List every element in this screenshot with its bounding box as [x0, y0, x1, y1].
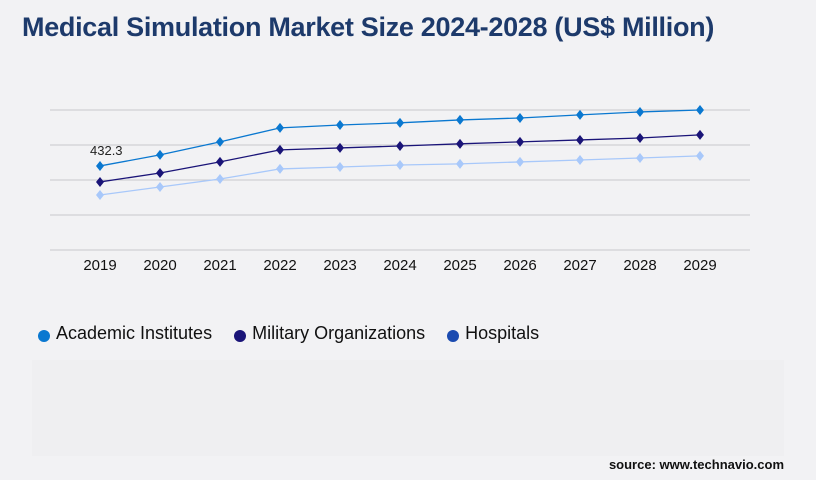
data-point — [456, 114, 464, 125]
data-point — [516, 156, 524, 167]
source-note: source: www.technavio.com — [608, 457, 784, 472]
data-point — [336, 119, 344, 130]
legend-marker-icon — [234, 329, 247, 342]
legend-item: Military Organizations — [234, 323, 425, 344]
data-point — [576, 109, 584, 120]
legend-label: Military Organizations — [252, 323, 426, 343]
data-point — [636, 153, 644, 164]
x-tick-label: 2029 — [683, 257, 716, 274]
data-point — [336, 142, 344, 153]
x-tick-label: 2027 — [563, 257, 596, 274]
data-point — [576, 134, 584, 145]
data-point — [636, 106, 644, 117]
data-point — [276, 144, 284, 155]
legend: Academic Institutes Military Organization… — [38, 323, 539, 344]
chart-title: Medical Simulation Market Size 2024-2028… — [22, 12, 715, 42]
data-point — [156, 168, 164, 178]
x-tick-label: 2026 — [503, 257, 536, 274]
data-point — [696, 129, 704, 140]
data-point — [516, 112, 524, 123]
data-point — [216, 136, 224, 147]
x-tick-label: 2028 — [623, 257, 656, 274]
background-panel — [32, 360, 784, 456]
data-point — [96, 189, 104, 200]
line-chart: 2019 2020 2021 2022 2023 2024 2025 2026 2027 2028… — [50, 105, 750, 274]
data-point — [636, 133, 644, 143]
data-point — [696, 105, 704, 115]
data-point — [96, 176, 104, 187]
legend-label: Academic Institutes — [56, 323, 213, 343]
x-tick-label: 2019 — [83, 257, 116, 274]
legend-item: Hospitals — [447, 323, 539, 344]
data-label: 432.3 — [90, 143, 123, 158]
data-point — [696, 150, 704, 161]
data-point — [456, 138, 464, 149]
data-point — [156, 149, 164, 160]
x-tick-label: 2025 — [443, 257, 476, 274]
data-point — [276, 122, 284, 133]
x-tick-label: 2020 — [143, 257, 176, 274]
data-point — [336, 161, 344, 172]
data-point — [156, 182, 164, 192]
data-point — [396, 140, 404, 151]
legend-marker-icon — [447, 329, 460, 342]
legend-item: Academic Institutes — [38, 323, 212, 344]
data-point — [396, 160, 404, 171]
data-point — [96, 160, 104, 171]
legend-marker-icon — [38, 329, 50, 342]
data-point — [216, 156, 224, 167]
x-tick-label: 2022 — [263, 257, 296, 274]
x-tick-label: 2023 — [323, 257, 356, 274]
x-tick-label: 2024 — [383, 257, 416, 274]
x-tick-label: 2021 — [203, 257, 236, 274]
data-point — [396, 117, 404, 128]
data-point — [216, 174, 224, 185]
legend-label: Hospitals — [465, 323, 540, 343]
data-point — [276, 163, 284, 174]
data-point — [516, 136, 524, 147]
data-point — [456, 158, 464, 169]
data-point — [576, 154, 584, 165]
